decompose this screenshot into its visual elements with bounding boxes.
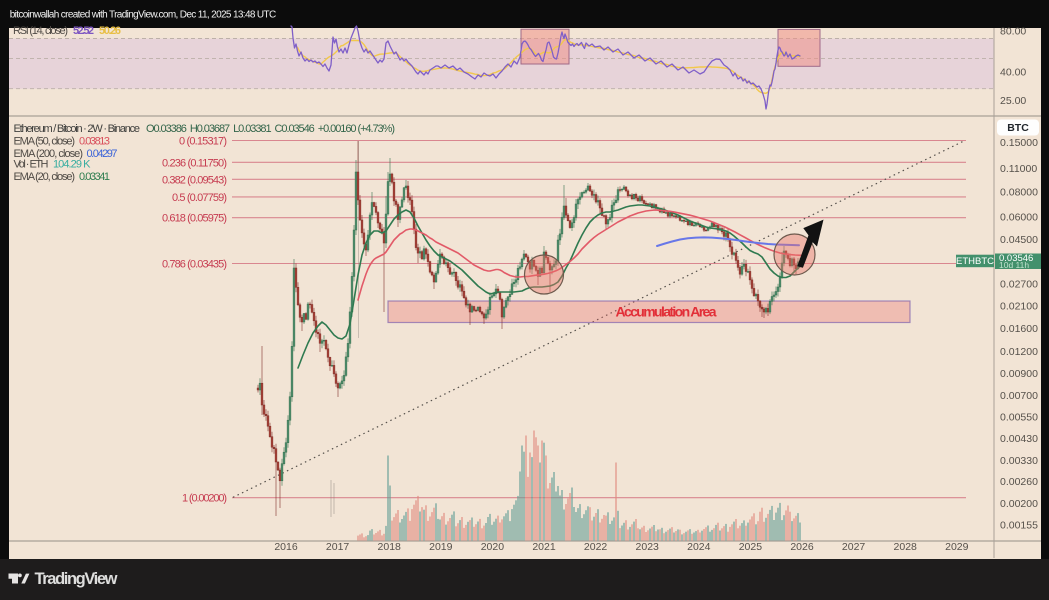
svg-text:80.00: 80.00 — [1000, 26, 1026, 38]
svg-text:0.00330: 0.00330 — [1000, 455, 1038, 467]
svg-text:2018: 2018 — [378, 541, 402, 553]
svg-text:2028: 2028 — [894, 541, 918, 553]
svg-text:25.00: 25.00 — [1000, 95, 1026, 107]
svg-text:50.26: 50.26 — [99, 25, 121, 37]
svg-text:ETHBTC: ETHBTC — [956, 256, 994, 267]
svg-text:2023: 2023 — [636, 541, 660, 553]
svg-text:52.52: 52.52 — [73, 25, 94, 37]
svg-text:TradingView: TradingView — [35, 570, 118, 588]
svg-text:Vol · ETH: Vol · ETH — [14, 159, 49, 171]
svg-text:0.03813: 0.03813 — [79, 136, 110, 148]
svg-text:0.00430: 0.00430 — [1000, 433, 1038, 445]
svg-text:0.01200: 0.01200 — [1000, 346, 1038, 358]
svg-text:BTC: BTC — [1007, 122, 1029, 134]
svg-text:0.00155: 0.00155 — [1000, 520, 1038, 532]
svg-text:104.29 K: 104.29 K — [53, 159, 91, 171]
svg-text:0.04297: 0.04297 — [87, 148, 118, 160]
svg-text:0.15000: 0.15000 — [1000, 137, 1038, 149]
svg-text:0.382 (0.09543): 0.382 (0.09543) — [162, 174, 227, 186]
svg-text:0.06000: 0.06000 — [1000, 212, 1038, 224]
svg-text:2024: 2024 — [687, 541, 711, 553]
svg-text:EMA (20, close): EMA (20, close) — [14, 171, 76, 183]
svg-text:0.04500: 0.04500 — [1000, 234, 1038, 246]
svg-text:Ethereum / Bitcoin · 2W · Bina: Ethereum / Bitcoin · 2W · Binance — [14, 123, 141, 135]
svg-text:0.11000: 0.11000 — [1000, 163, 1037, 175]
svg-text:EMA (200, close): EMA (200, close) — [14, 148, 84, 160]
svg-text:0.00260: 0.00260 — [1000, 476, 1038, 488]
svg-text:0.786 (0.03435): 0.786 (0.03435) — [162, 259, 227, 271]
svg-text:2017: 2017 — [326, 541, 350, 553]
svg-text:2029: 2029 — [945, 541, 969, 553]
svg-text:0.00550: 0.00550 — [1000, 412, 1038, 424]
svg-text:Accumulation Area: Accumulation Area — [616, 304, 717, 320]
svg-text:EMA (50, close): EMA (50, close) — [14, 136, 76, 148]
svg-text:0.00200: 0.00200 — [1000, 498, 1038, 510]
svg-text:0.08000: 0.08000 — [1000, 187, 1038, 199]
svg-text:0.00700: 0.00700 — [1000, 390, 1038, 402]
svg-text:O0.03386 H0.03687 L0.03381: O0.03386 H0.03687 L0.03381 C0.03546 +0.0… — [146, 123, 395, 135]
svg-text:2020: 2020 — [481, 541, 505, 553]
svg-text:0.02700: 0.02700 — [1000, 279, 1038, 291]
svg-text:0.03546: 0.03546 — [999, 253, 1033, 264]
svg-text:2022: 2022 — [584, 541, 608, 553]
svg-text:2021: 2021 — [532, 541, 556, 553]
svg-text:0 (0.15317): 0 (0.15317) — [179, 136, 227, 148]
svg-text:10d 11h: 10d 11h — [999, 260, 1029, 270]
svg-text:0.618 (0.05975): 0.618 (0.05975) — [162, 213, 227, 225]
svg-text:RSI (14, close): RSI (14, close) — [13, 25, 68, 37]
svg-text:0.03341: 0.03341 — [79, 171, 110, 183]
svg-text:2016: 2016 — [274, 541, 298, 553]
svg-text:1 (0.00200): 1 (0.00200) — [182, 493, 227, 505]
svg-text:0.236 (0.11750): 0.236 (0.11750) — [162, 157, 227, 169]
svg-text:0.02100: 0.02100 — [1000, 301, 1038, 313]
svg-text:40.00: 40.00 — [1000, 67, 1026, 79]
svg-text:2027: 2027 — [842, 541, 866, 553]
svg-text:bitcoinwallah created with Tra: bitcoinwallah created with TradingView.c… — [10, 10, 277, 21]
svg-text:2026: 2026 — [790, 541, 814, 553]
svg-text:0.01600: 0.01600 — [1000, 323, 1038, 335]
svg-text:2019: 2019 — [429, 541, 453, 553]
svg-text:2025: 2025 — [739, 541, 763, 553]
svg-text:0.00900: 0.00900 — [1000, 368, 1038, 380]
svg-text:0.5 (0.07759): 0.5 (0.07759) — [172, 192, 227, 204]
